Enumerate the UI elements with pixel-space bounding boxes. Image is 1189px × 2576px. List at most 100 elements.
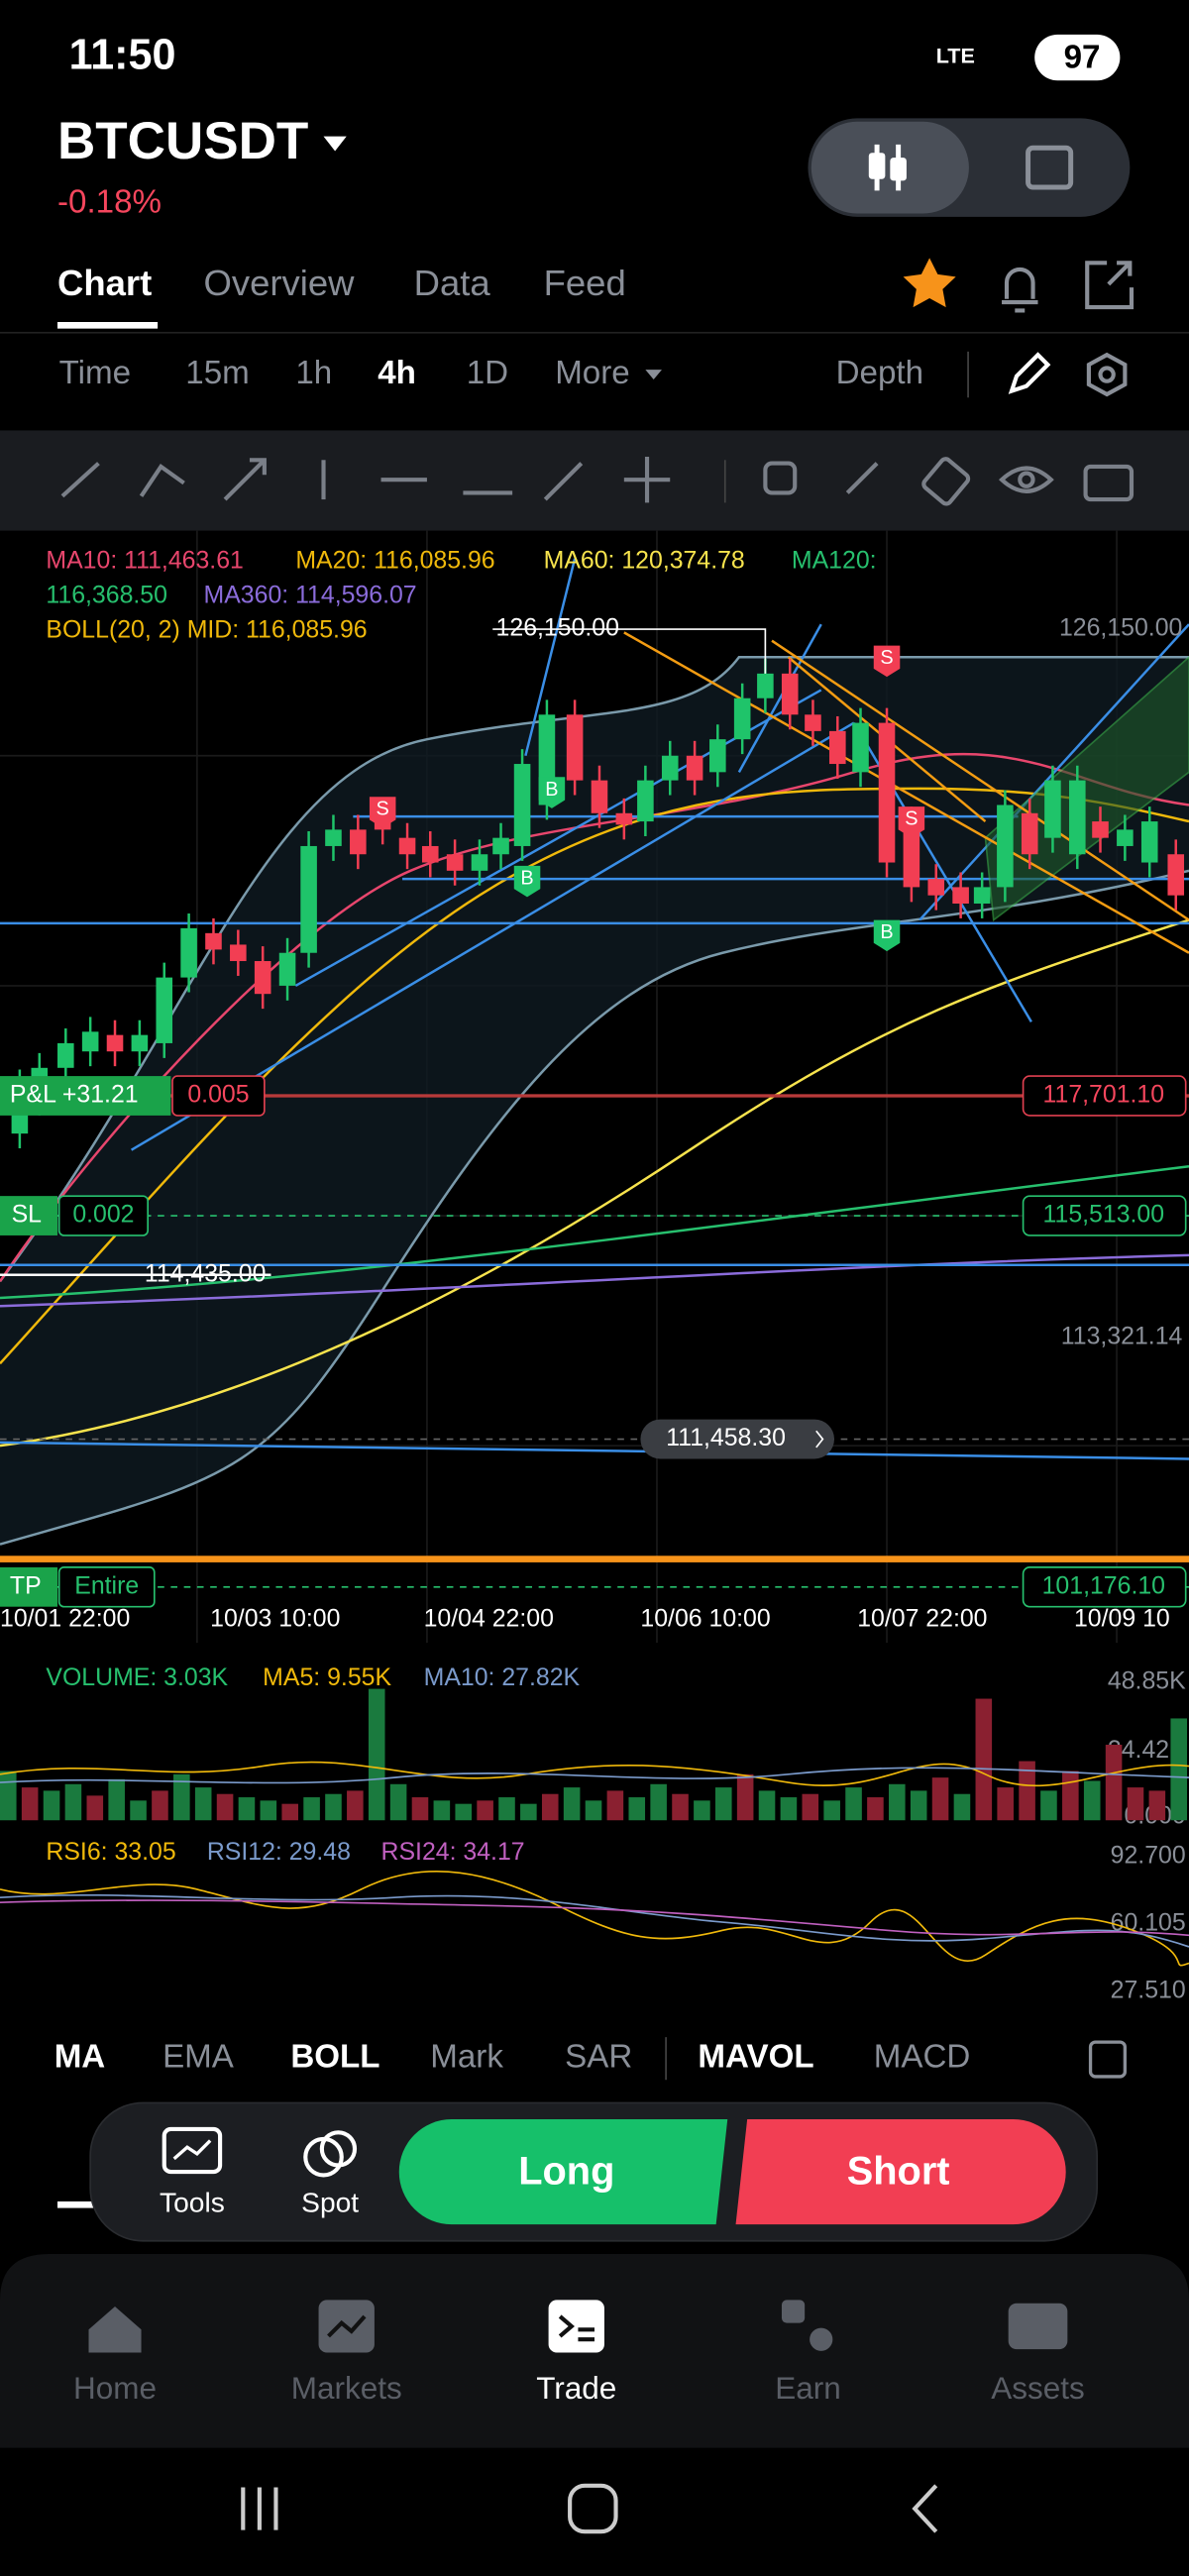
tools[interactable]: Tools — [160, 2187, 225, 2218]
candle-body — [927, 879, 945, 896]
tools-icon — [172, 2139, 212, 2161]
tool-line[interactable] — [60, 462, 100, 498]
sl-price: 115,513.00 — [1043, 1201, 1165, 1229]
symbol[interactable]: BTCUSDT — [57, 112, 308, 170]
indicator-tab[interactable]: MACD — [874, 2038, 971, 2075]
tp-qty-tag[interactable] — [57, 1566, 156, 1608]
nav-item[interactable]: Assets — [991, 2370, 1084, 2406]
more-arrow — [645, 370, 662, 380]
indicator-tab[interactable]: BOLL — [290, 2038, 379, 2075]
alert-icon[interactable] — [1002, 267, 1038, 313]
candle-body — [513, 764, 531, 846]
long-button[interactable] — [398, 2119, 728, 2225]
volume-ma10: MA10: 27.82K — [424, 1664, 581, 1691]
indicator-tab[interactable]: MAVOL — [698, 2038, 813, 2075]
pnl-qty-tag[interactable] — [171, 1075, 266, 1117]
volume-bar — [563, 1787, 581, 1821]
symbol-dropdown[interactable] — [323, 136, 347, 152]
volume-bar — [216, 1793, 234, 1821]
short[interactable]: Short — [847, 2149, 950, 2193]
nav-item[interactable]: Home — [73, 2370, 157, 2406]
share-icon[interactable] — [1085, 261, 1135, 310]
candles — [11, 658, 1185, 1149]
candle-body — [205, 932, 222, 950]
volume-bar — [21, 1787, 39, 1821]
volume-bar — [867, 1797, 884, 1821]
settings-icon[interactable] — [1086, 352, 1128, 397]
interval[interactable]: Time — [59, 355, 131, 391]
spot[interactable]: Spot — [301, 2187, 359, 2218]
candle-body — [1021, 812, 1038, 855]
sl-qty-tag[interactable] — [57, 1195, 149, 1236]
last-price-tag[interactable] — [640, 1419, 834, 1459]
interval[interactable]: 15m — [185, 355, 249, 391]
sl-tag[interactable] — [0, 1196, 58, 1235]
pnl-tag[interactable] — [0, 1076, 171, 1116]
indicator-tab[interactable]: SAR — [565, 2038, 632, 2075]
home-icon[interactable] — [88, 2307, 142, 2353]
candle-body — [492, 837, 509, 855]
nav-item[interactable]: Trade — [536, 2370, 616, 2406]
candle-body — [709, 739, 726, 773]
volume-bar — [347, 1790, 364, 1821]
volume-bars — [0, 1688, 1188, 1821]
draw-icon[interactable] — [1008, 352, 1051, 394]
long[interactable]: Long — [518, 2149, 614, 2193]
candle-body — [878, 722, 896, 863]
volume-bar — [108, 1778, 125, 1821]
depth[interactable]: Depth — [836, 355, 923, 391]
high-marker-line — [492, 628, 767, 674]
assets-icon[interactable] — [1008, 2303, 1068, 2350]
candle-body — [156, 977, 173, 1043]
tool-path[interactable] — [139, 463, 185, 497]
nav-item[interactable]: Earn — [775, 2370, 841, 2406]
indicator-tab[interactable]: MA — [54, 2038, 106, 2075]
divider — [665, 2037, 667, 2081]
volume-bar — [953, 1793, 971, 1821]
interval[interactable]: 1D — [467, 355, 508, 391]
tool-trend[interactable] — [543, 462, 584, 501]
tool-cross[interactable] — [623, 456, 671, 503]
volume-bar — [672, 1793, 689, 1821]
tab[interactable]: Chart — [57, 263, 152, 303]
tab[interactable]: Overview — [204, 263, 356, 303]
tool-magnet[interactable] — [845, 462, 879, 494]
tools-icon[interactable] — [162, 2126, 223, 2175]
trade-icon[interactable] — [548, 2300, 604, 2353]
volume-bar — [477, 1800, 493, 1821]
trade-marker-label: S — [880, 647, 893, 669]
volume-bar — [758, 1790, 776, 1821]
short-button[interactable] — [735, 2119, 1066, 2225]
interval[interactable]: 1h — [295, 355, 332, 391]
indicator-tab[interactable]: EMA — [162, 2038, 235, 2075]
tabs: Chart Overview Data Feed — [57, 263, 626, 303]
interval[interactable]: More — [555, 355, 629, 391]
expand-icon[interactable] — [1088, 2040, 1128, 2079]
back-button[interactable] — [912, 2484, 938, 2533]
interval[interactable]: 4h — [378, 355, 416, 391]
indicator-tab[interactable]: Mark — [430, 2038, 503, 2075]
candle-body — [661, 755, 679, 781]
recents-button[interactable] — [241, 2487, 278, 2530]
tool-shapes[interactable] — [763, 461, 798, 495]
tool-manage[interactable] — [1083, 464, 1135, 502]
tool-ray[interactable] — [223, 458, 267, 501]
list-icon[interactable] — [1026, 145, 1074, 190]
trend-lines — [0, 558, 1189, 1460]
nav-item[interactable]: Markets — [291, 2370, 402, 2406]
tp-tag[interactable] — [0, 1566, 58, 1607]
volume-bar — [325, 1793, 342, 1821]
volume-bar — [606, 1790, 624, 1821]
trade-marker — [538, 777, 566, 808]
earn-icon[interactable] — [781, 2300, 806, 2323]
tab[interactable]: Feed — [544, 263, 626, 303]
candle-body — [829, 730, 846, 765]
candle-body — [446, 854, 464, 871]
favorite[interactable] — [903, 258, 956, 308]
home-button[interactable] — [568, 2483, 618, 2534]
spot-icon — [319, 2130, 358, 2168]
tool-visibility[interactable] — [999, 466, 1054, 493]
tab[interactable]: Data — [414, 263, 491, 303]
tool-ruler[interactable] — [921, 457, 971, 506]
